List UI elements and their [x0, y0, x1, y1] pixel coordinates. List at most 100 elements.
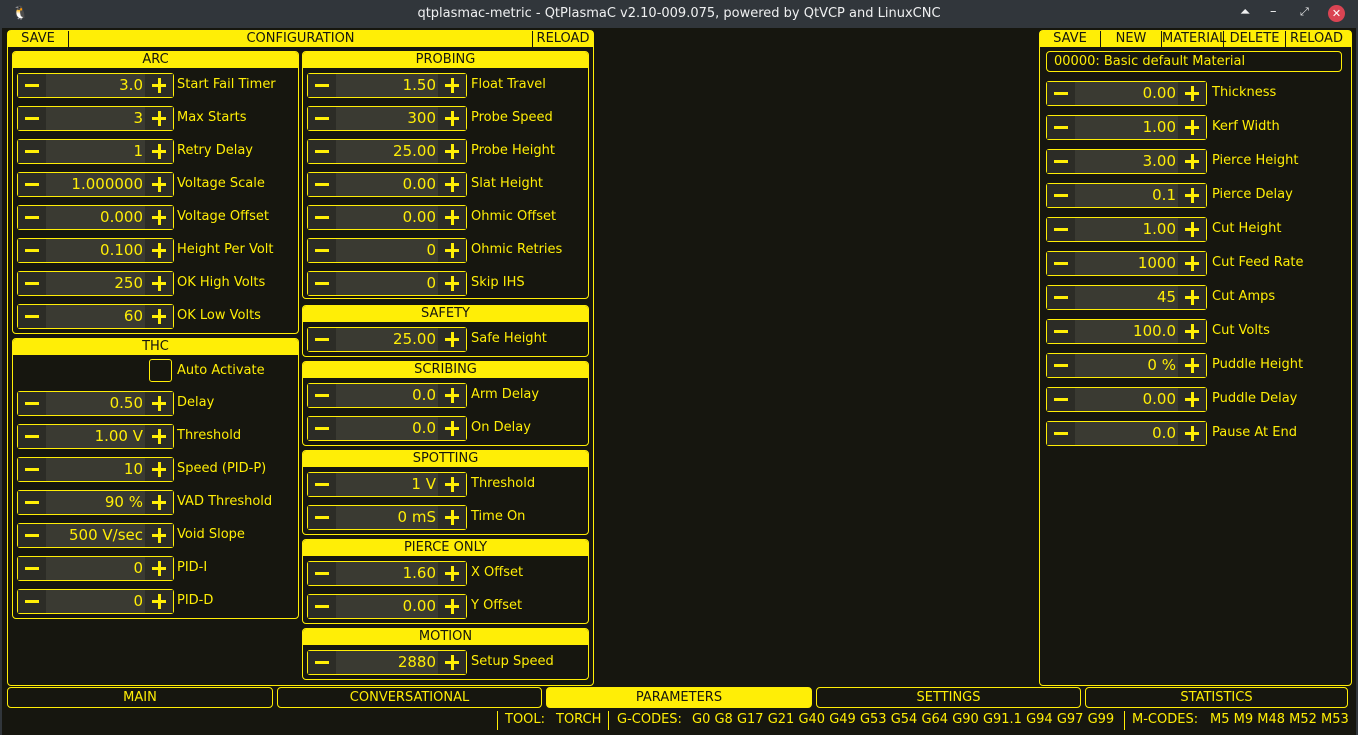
- tab-statistics[interactable]: STATISTICS: [1085, 687, 1348, 708]
- value-field[interactable]: 1 V: [411, 475, 436, 493]
- thc-threshold-spinbox[interactable]: 1.00 V: [17, 424, 174, 449]
- keep-above-icon[interactable]: ⏶: [1240, 5, 1251, 20]
- probing-ohmic-offset-spinbox[interactable]: 0.00: [307, 205, 467, 230]
- plus-icon[interactable]: [438, 473, 466, 496]
- value-field[interactable]: 0: [133, 592, 143, 610]
- plus-icon[interactable]: [145, 74, 173, 97]
- minus-icon[interactable]: [1047, 286, 1075, 309]
- material-reload-button[interactable]: RELOAD: [1290, 31, 1343, 46]
- thc-void-slope-spinbox[interactable]: 500 V/sec: [17, 523, 174, 548]
- minus-icon[interactable]: [1047, 388, 1075, 411]
- value-field[interactable]: 0.00: [1142, 390, 1176, 408]
- value-field[interactable]: 45: [1156, 288, 1176, 306]
- value-field[interactable]: 1.60: [402, 564, 436, 582]
- minus-icon[interactable]: [1047, 116, 1075, 139]
- auto-activate-checkbox[interactable]: [149, 359, 172, 382]
- value-field[interactable]: 0.00: [402, 175, 436, 193]
- config-reload-button[interactable]: RELOAD: [532, 31, 593, 47]
- tab-main[interactable]: MAIN: [7, 687, 273, 708]
- material-new-button[interactable]: NEW: [1101, 31, 1162, 47]
- arc-voltage-offset-spinbox[interactable]: 0.000: [17, 205, 174, 230]
- material-pierce-delay-spinbox[interactable]: 0.1: [1046, 183, 1207, 208]
- minus-icon[interactable]: [18, 557, 46, 580]
- value-field[interactable]: 90 %: [104, 493, 143, 511]
- material-delete-button[interactable]: DELETE: [1224, 31, 1286, 47]
- value-field[interactable]: 1.50: [402, 76, 436, 94]
- minus-icon[interactable]: [18, 491, 46, 514]
- material-puddle-height-spinbox[interactable]: 0 %: [1046, 353, 1207, 378]
- value-field[interactable]: 0.00: [402, 208, 436, 226]
- safety-safe-height-spinbox[interactable]: 25.00: [307, 327, 467, 352]
- plus-icon[interactable]: [438, 417, 466, 440]
- minus-icon[interactable]: [308, 74, 336, 97]
- value-field[interactable]: 25.00: [393, 330, 436, 348]
- material-thickness-spinbox[interactable]: 0.00: [1046, 81, 1207, 106]
- plus-icon[interactable]: [145, 590, 173, 613]
- material-pause-at-end-spinbox[interactable]: 0.0: [1046, 421, 1207, 446]
- material-selector[interactable]: 00000: Basic default Material: [1046, 51, 1342, 72]
- value-field[interactable]: 1000: [1137, 254, 1176, 272]
- minus-icon[interactable]: [308, 506, 336, 529]
- probing-probe-height-spinbox[interactable]: 25.00: [307, 139, 467, 164]
- plus-icon[interactable]: [1178, 286, 1206, 309]
- probing-probe-speed-spinbox[interactable]: 300: [307, 106, 467, 131]
- material-cut-feed-rate-spinbox[interactable]: 1000: [1046, 251, 1207, 276]
- arc-ok-high-volts-spinbox[interactable]: 250: [17, 271, 174, 296]
- plus-icon[interactable]: [145, 425, 173, 448]
- value-field[interactable]: 1.00: [1142, 118, 1176, 136]
- value-field[interactable]: 0 mS: [397, 508, 436, 526]
- tab-settings[interactable]: SETTINGS: [816, 687, 1081, 708]
- minus-icon[interactable]: [1047, 150, 1075, 173]
- value-field[interactable]: 1.00 V: [94, 427, 143, 445]
- plus-icon[interactable]: [438, 328, 466, 351]
- value-field[interactable]: 0.00: [402, 597, 436, 615]
- plus-icon[interactable]: [1178, 320, 1206, 343]
- minus-icon[interactable]: [1047, 320, 1075, 343]
- minus-icon[interactable]: [18, 590, 46, 613]
- value-field[interactable]: 3.00: [1142, 152, 1176, 170]
- minus-icon[interactable]: [308, 272, 336, 295]
- minus-icon[interactable]: [308, 239, 336, 262]
- minus-icon[interactable]: [1047, 184, 1075, 207]
- plus-icon[interactable]: [1178, 82, 1206, 105]
- thc-vad-threshold-spinbox[interactable]: 90 %: [17, 490, 174, 515]
- minus-icon[interactable]: [18, 524, 46, 547]
- plus-icon[interactable]: [145, 458, 173, 481]
- minus-icon[interactable]: [308, 473, 336, 496]
- arc-ok-low-volts-spinbox[interactable]: 60: [17, 304, 174, 329]
- value-field[interactable]: 0.0: [1152, 424, 1176, 442]
- plus-icon[interactable]: [145, 239, 173, 262]
- value-field[interactable]: 3.0: [119, 76, 143, 94]
- minimize-icon[interactable]: –: [1270, 4, 1277, 19]
- minus-icon[interactable]: [18, 206, 46, 229]
- minus-icon[interactable]: [1047, 218, 1075, 241]
- minus-icon[interactable]: [308, 384, 336, 407]
- maximize-icon[interactable]: ⤢: [1300, 5, 1309, 18]
- plus-icon[interactable]: [438, 562, 466, 585]
- minus-icon[interactable]: [18, 107, 46, 130]
- value-field[interactable]: 1: [133, 142, 143, 160]
- value-field[interactable]: 100.0: [1133, 322, 1176, 340]
- minus-icon[interactable]: [308, 595, 336, 618]
- plus-icon[interactable]: [145, 392, 173, 415]
- material-puddle-delay-spinbox[interactable]: 0.00: [1046, 387, 1207, 412]
- value-field[interactable]: 60: [123, 307, 143, 325]
- minus-icon[interactable]: [18, 239, 46, 262]
- plus-icon[interactable]: [1178, 184, 1206, 207]
- minus-icon[interactable]: [1047, 354, 1075, 377]
- thc-pid-d-spinbox[interactable]: 0: [17, 589, 174, 614]
- plus-icon[interactable]: [145, 107, 173, 130]
- minus-icon[interactable]: [308, 140, 336, 163]
- plus-icon[interactable]: [145, 491, 173, 514]
- material-cut-height-spinbox[interactable]: 1.00: [1046, 217, 1207, 242]
- plus-icon[interactable]: [438, 651, 466, 674]
- value-field[interactable]: 250: [114, 274, 143, 292]
- thc-speed-pid-p--spinbox[interactable]: 10: [17, 457, 174, 482]
- minus-icon[interactable]: [308, 328, 336, 351]
- minus-icon[interactable]: [1047, 82, 1075, 105]
- thc-delay-spinbox[interactable]: 0.50: [17, 391, 174, 416]
- value-field[interactable]: 0.0: [412, 419, 436, 437]
- minus-icon[interactable]: [308, 417, 336, 440]
- material-material-button[interactable]: MATERIAL: [1162, 31, 1227, 47]
- tab-parameters[interactable]: PARAMETERS: [546, 687, 812, 708]
